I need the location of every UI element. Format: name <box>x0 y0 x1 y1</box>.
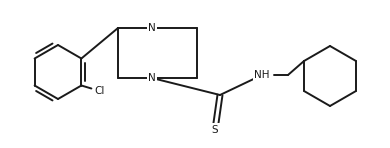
Text: Cl: Cl <box>94 86 105 95</box>
Text: N: N <box>148 73 156 83</box>
Text: NH: NH <box>254 70 270 80</box>
Text: N: N <box>148 23 156 33</box>
Text: S: S <box>212 125 218 135</box>
